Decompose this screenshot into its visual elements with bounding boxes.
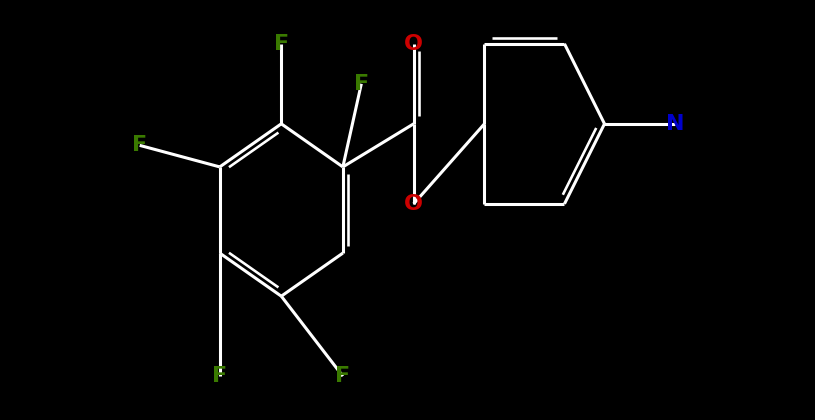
Text: F: F bbox=[335, 366, 350, 386]
Text: F: F bbox=[274, 34, 289, 54]
Text: F: F bbox=[132, 135, 148, 155]
Text: O: O bbox=[404, 34, 423, 54]
Text: F: F bbox=[212, 366, 227, 386]
Text: O: O bbox=[404, 194, 423, 214]
Text: N: N bbox=[666, 114, 685, 134]
Text: F: F bbox=[354, 74, 369, 94]
